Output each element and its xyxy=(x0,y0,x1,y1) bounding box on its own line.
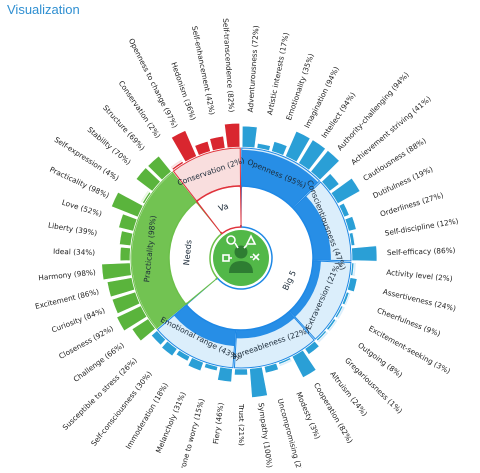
facet-bar[interactable] xyxy=(135,167,161,192)
facet-label: Activity level (2%) xyxy=(386,268,453,284)
facet-bar[interactable] xyxy=(249,366,268,398)
facet-label: Harmony (98%) xyxy=(38,268,96,283)
facet-label: Assertiveness (24%) xyxy=(382,287,457,313)
facet-bar[interactable] xyxy=(334,305,344,319)
facet-label: Trust (21%) xyxy=(237,403,246,446)
facet-label: Modesty (3%) xyxy=(294,390,322,440)
facet-label: Adventurousness (72%) xyxy=(246,25,261,113)
facet-bar[interactable] xyxy=(310,149,340,181)
trait-ring xyxy=(130,147,352,369)
facet-bar[interactable] xyxy=(351,245,378,262)
facet-label: Self-efficacy (86%) xyxy=(387,246,456,257)
facet-bar[interactable] xyxy=(271,141,288,156)
facet-bar[interactable] xyxy=(118,213,138,232)
facet-bar[interactable] xyxy=(346,277,358,293)
facet-bar[interactable] xyxy=(187,357,204,372)
trait-fill-4 xyxy=(173,304,236,347)
facet-bar[interactable] xyxy=(101,262,132,281)
facet-label: Openness to change (97%) xyxy=(127,37,180,130)
facet-bar[interactable] xyxy=(298,139,326,171)
facet-bar[interactable] xyxy=(326,318,337,331)
facet-label: Ideal (34%) xyxy=(53,247,95,257)
facet-bar[interactable] xyxy=(150,330,167,346)
facet-label: Artistic interests (17%) xyxy=(265,32,291,116)
facet-label: Self-enhancement (42%) xyxy=(190,25,217,116)
facet-label: Sympathy (100%) xyxy=(256,402,274,468)
trait-fill-3 xyxy=(236,311,295,339)
facet-bar[interactable] xyxy=(131,318,156,342)
facet-label: Excitement (86%) xyxy=(34,287,100,311)
facet-bar[interactable] xyxy=(171,160,184,171)
facet-bar[interactable] xyxy=(161,340,178,357)
facet-bar[interactable] xyxy=(330,177,361,205)
facet-bar[interactable] xyxy=(111,191,144,218)
facet-label: Love (52%) xyxy=(61,198,103,219)
facet-bar[interactable] xyxy=(278,357,292,365)
center-badge xyxy=(213,230,269,286)
facet-bar[interactable] xyxy=(194,140,211,156)
facet-bar[interactable] xyxy=(119,246,131,262)
facet-bar[interactable] xyxy=(203,362,219,372)
facet-bar[interactable] xyxy=(348,232,356,247)
facet-bar[interactable] xyxy=(119,230,134,247)
facet-bar[interactable] xyxy=(285,130,311,163)
facet-bar[interactable] xyxy=(142,191,152,205)
facet-label: Fiery (46%) xyxy=(211,402,226,445)
panel-title: Visualization xyxy=(7,2,80,17)
facet-bar[interactable] xyxy=(241,125,258,149)
trait-fill-0 xyxy=(241,149,319,208)
facet-label: Self-transcendence (82%) xyxy=(221,18,236,113)
facet-label: Self-consciousness (30%) xyxy=(89,369,154,447)
category-label-values: Va xyxy=(217,201,230,214)
facet-bar[interactable] xyxy=(106,277,136,298)
facet-bar[interactable] xyxy=(315,330,327,342)
facet-bar[interactable] xyxy=(217,366,233,383)
facet-bar[interactable] xyxy=(291,349,317,379)
category-label-needs: Needs xyxy=(181,239,194,266)
facet-bar[interactable] xyxy=(116,305,148,332)
facet-bar[interactable] xyxy=(321,173,340,192)
facet-bars xyxy=(101,122,378,398)
trait-fill-1 xyxy=(293,195,331,261)
facet-bar[interactable] xyxy=(338,202,350,218)
personality-symbols-icon xyxy=(222,234,260,262)
facet-bar[interactable] xyxy=(263,362,279,374)
category-ring xyxy=(168,185,314,331)
facet-bar[interactable] xyxy=(170,130,197,163)
facet-bar[interactable] xyxy=(111,291,141,315)
facet-bar[interactable] xyxy=(341,291,350,306)
facet-bar[interactable] xyxy=(304,340,320,355)
facet-bar[interactable] xyxy=(234,368,248,376)
facet-bar[interactable] xyxy=(224,122,241,149)
facet-label: Self-discipline (12%) xyxy=(384,216,459,237)
user-avatar-icon xyxy=(229,245,253,273)
trait-fill-5 xyxy=(131,172,196,328)
facet-bar[interactable] xyxy=(147,155,172,181)
facet-bar[interactable] xyxy=(256,142,271,152)
facet-label: Orderliness (27%) xyxy=(379,190,445,218)
facet-bar[interactable] xyxy=(350,262,355,276)
facet-bar[interactable] xyxy=(344,216,357,232)
facet-label: Liberty (39%) xyxy=(47,221,98,238)
facet-bar[interactable] xyxy=(209,135,226,152)
facet-bar[interactable] xyxy=(175,349,191,362)
